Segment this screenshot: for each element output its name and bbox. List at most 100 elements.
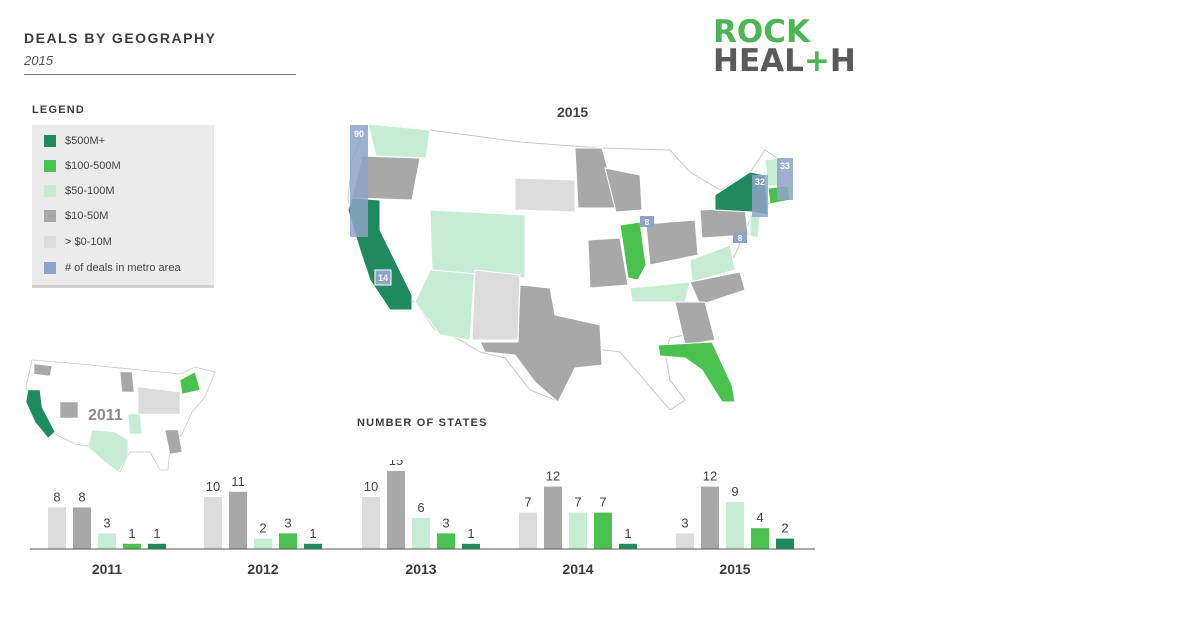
mini-state-colorado bbox=[59, 401, 79, 419]
legend-label: > $0-10M bbox=[65, 236, 112, 248]
legend-swatch bbox=[44, 262, 56, 274]
bar bbox=[304, 543, 322, 549]
bar bbox=[362, 497, 380, 549]
bar bbox=[594, 512, 612, 549]
state-ohio-indiana bbox=[645, 219, 699, 266]
metro-marker-new-york: 32 bbox=[752, 175, 768, 217]
state-north-carolina bbox=[689, 271, 746, 306]
title-divider bbox=[24, 74, 296, 75]
category-label: 2015 bbox=[719, 561, 750, 577]
bar bbox=[544, 486, 562, 549]
legend-label: $50-100M bbox=[65, 185, 115, 197]
category-label: 2011 bbox=[92, 561, 123, 577]
legend-item-100-500m: $100-500M bbox=[44, 159, 121, 173]
metro-count: 8 bbox=[738, 234, 743, 243]
legend-swatch bbox=[44, 135, 56, 147]
metro-count: 8 bbox=[645, 218, 650, 227]
bar-value-label: 11 bbox=[231, 474, 245, 489]
metro-count: 90 bbox=[354, 129, 364, 139]
metro-marker-los-angeles: 14 bbox=[374, 269, 392, 286]
state-new-mexico bbox=[471, 269, 521, 341]
state-virginia bbox=[689, 244, 736, 283]
state-florida bbox=[657, 341, 736, 403]
mini-state-oregon bbox=[33, 363, 53, 377]
legend-swatch bbox=[44, 210, 56, 222]
state-utah-colorado bbox=[429, 209, 526, 279]
mini-state-georgia bbox=[164, 429, 183, 455]
bar-value-label: 7 bbox=[524, 495, 531, 510]
legend-label: $500M+ bbox=[65, 135, 106, 147]
logo-line-rock: ROCK bbox=[713, 14, 810, 50]
bar bbox=[676, 533, 694, 549]
state-wisconsin bbox=[604, 167, 643, 213]
bar-value-label: 1 bbox=[153, 526, 160, 541]
page-subtitle: 2015 bbox=[24, 53, 53, 68]
bar-value-label: 7 bbox=[574, 495, 581, 510]
bar-value-label: 4 bbox=[756, 510, 763, 525]
state-missouri bbox=[587, 237, 629, 289]
bar bbox=[412, 517, 430, 549]
bar bbox=[619, 543, 637, 549]
state-south-dakota bbox=[514, 177, 576, 213]
metro-marker-washington-dc: 8 bbox=[733, 232, 747, 243]
bar-group-2011: 8 8 3 1 1 2011 bbox=[48, 489, 166, 577]
state-georgia bbox=[674, 301, 716, 346]
state-new-jersey bbox=[749, 214, 761, 239]
legend-label: $100-500M bbox=[65, 160, 121, 172]
bar bbox=[437, 533, 455, 549]
bar-value-label: 3 bbox=[681, 515, 688, 530]
bar-value-label: 3 bbox=[103, 515, 110, 530]
bar-group-2015: 3 12 9 4 2 2015 bbox=[676, 469, 794, 577]
legend-box: $500M+ $100-500M $50-100M $10-50M > $0-1… bbox=[32, 125, 214, 288]
us-map-2015: 90 14 8 32 33 8 bbox=[347, 123, 793, 410]
us-map-2011 bbox=[25, 359, 216, 473]
bar-group-2014: 7 12 7 7 1 2014 bbox=[519, 469, 637, 577]
legend-title: LEGEND bbox=[32, 104, 86, 116]
bar bbox=[98, 533, 116, 549]
state-illinois bbox=[619, 221, 647, 281]
bar bbox=[123, 543, 141, 549]
mini-state-midwest bbox=[137, 386, 181, 415]
bar bbox=[387, 471, 405, 549]
legend-swatch bbox=[44, 236, 56, 248]
bar-value-label: 3 bbox=[284, 515, 291, 530]
rock-health-logo: ROCK HEAL+H bbox=[713, 14, 856, 79]
metro-count: 14 bbox=[378, 273, 388, 283]
legend-item-0-10m: > $0-10M bbox=[44, 235, 112, 249]
bar bbox=[751, 528, 769, 549]
mini-state-new-york bbox=[179, 371, 201, 395]
logo-letter: L bbox=[784, 43, 804, 79]
bar bbox=[569, 512, 587, 549]
bar bbox=[148, 543, 166, 549]
bar bbox=[776, 538, 794, 549]
page-title: DEALS BY GEOGRAPHY bbox=[24, 30, 217, 46]
bar-value-label: 8 bbox=[53, 489, 60, 504]
mini-state-texas bbox=[87, 429, 129, 473]
bar bbox=[519, 512, 537, 549]
chart-title: NUMBER OF STATES bbox=[357, 417, 488, 429]
bar-value-label: 12 bbox=[703, 469, 717, 484]
logo-letter: E bbox=[738, 43, 761, 79]
legend-swatch bbox=[44, 185, 56, 197]
metro-marker-boston: 33 bbox=[777, 158, 793, 200]
bar bbox=[48, 507, 66, 549]
bar-value-label: 12 bbox=[546, 469, 560, 484]
bar bbox=[204, 497, 222, 549]
bar-group-2012: 10 11 2 3 1 2012 bbox=[204, 474, 322, 577]
bar-value-label: 2 bbox=[781, 521, 788, 536]
mini-map-year: 2011 bbox=[88, 407, 123, 424]
bar bbox=[462, 543, 480, 549]
bar-value-label: 2 bbox=[259, 521, 266, 536]
logo-letter: H bbox=[829, 43, 856, 79]
metro-count: 33 bbox=[780, 161, 790, 171]
map-title: 2015 bbox=[557, 104, 589, 120]
bar-value-label: 1 bbox=[128, 526, 135, 541]
legend-item-metro-deals: # of deals in metro area bbox=[44, 261, 181, 275]
logo-letter: H bbox=[713, 43, 739, 79]
bar-value-label: 15 bbox=[389, 460, 403, 468]
bar bbox=[701, 486, 719, 549]
mini-state-illinois bbox=[127, 413, 143, 435]
bar-value-label: 1 bbox=[624, 526, 631, 541]
